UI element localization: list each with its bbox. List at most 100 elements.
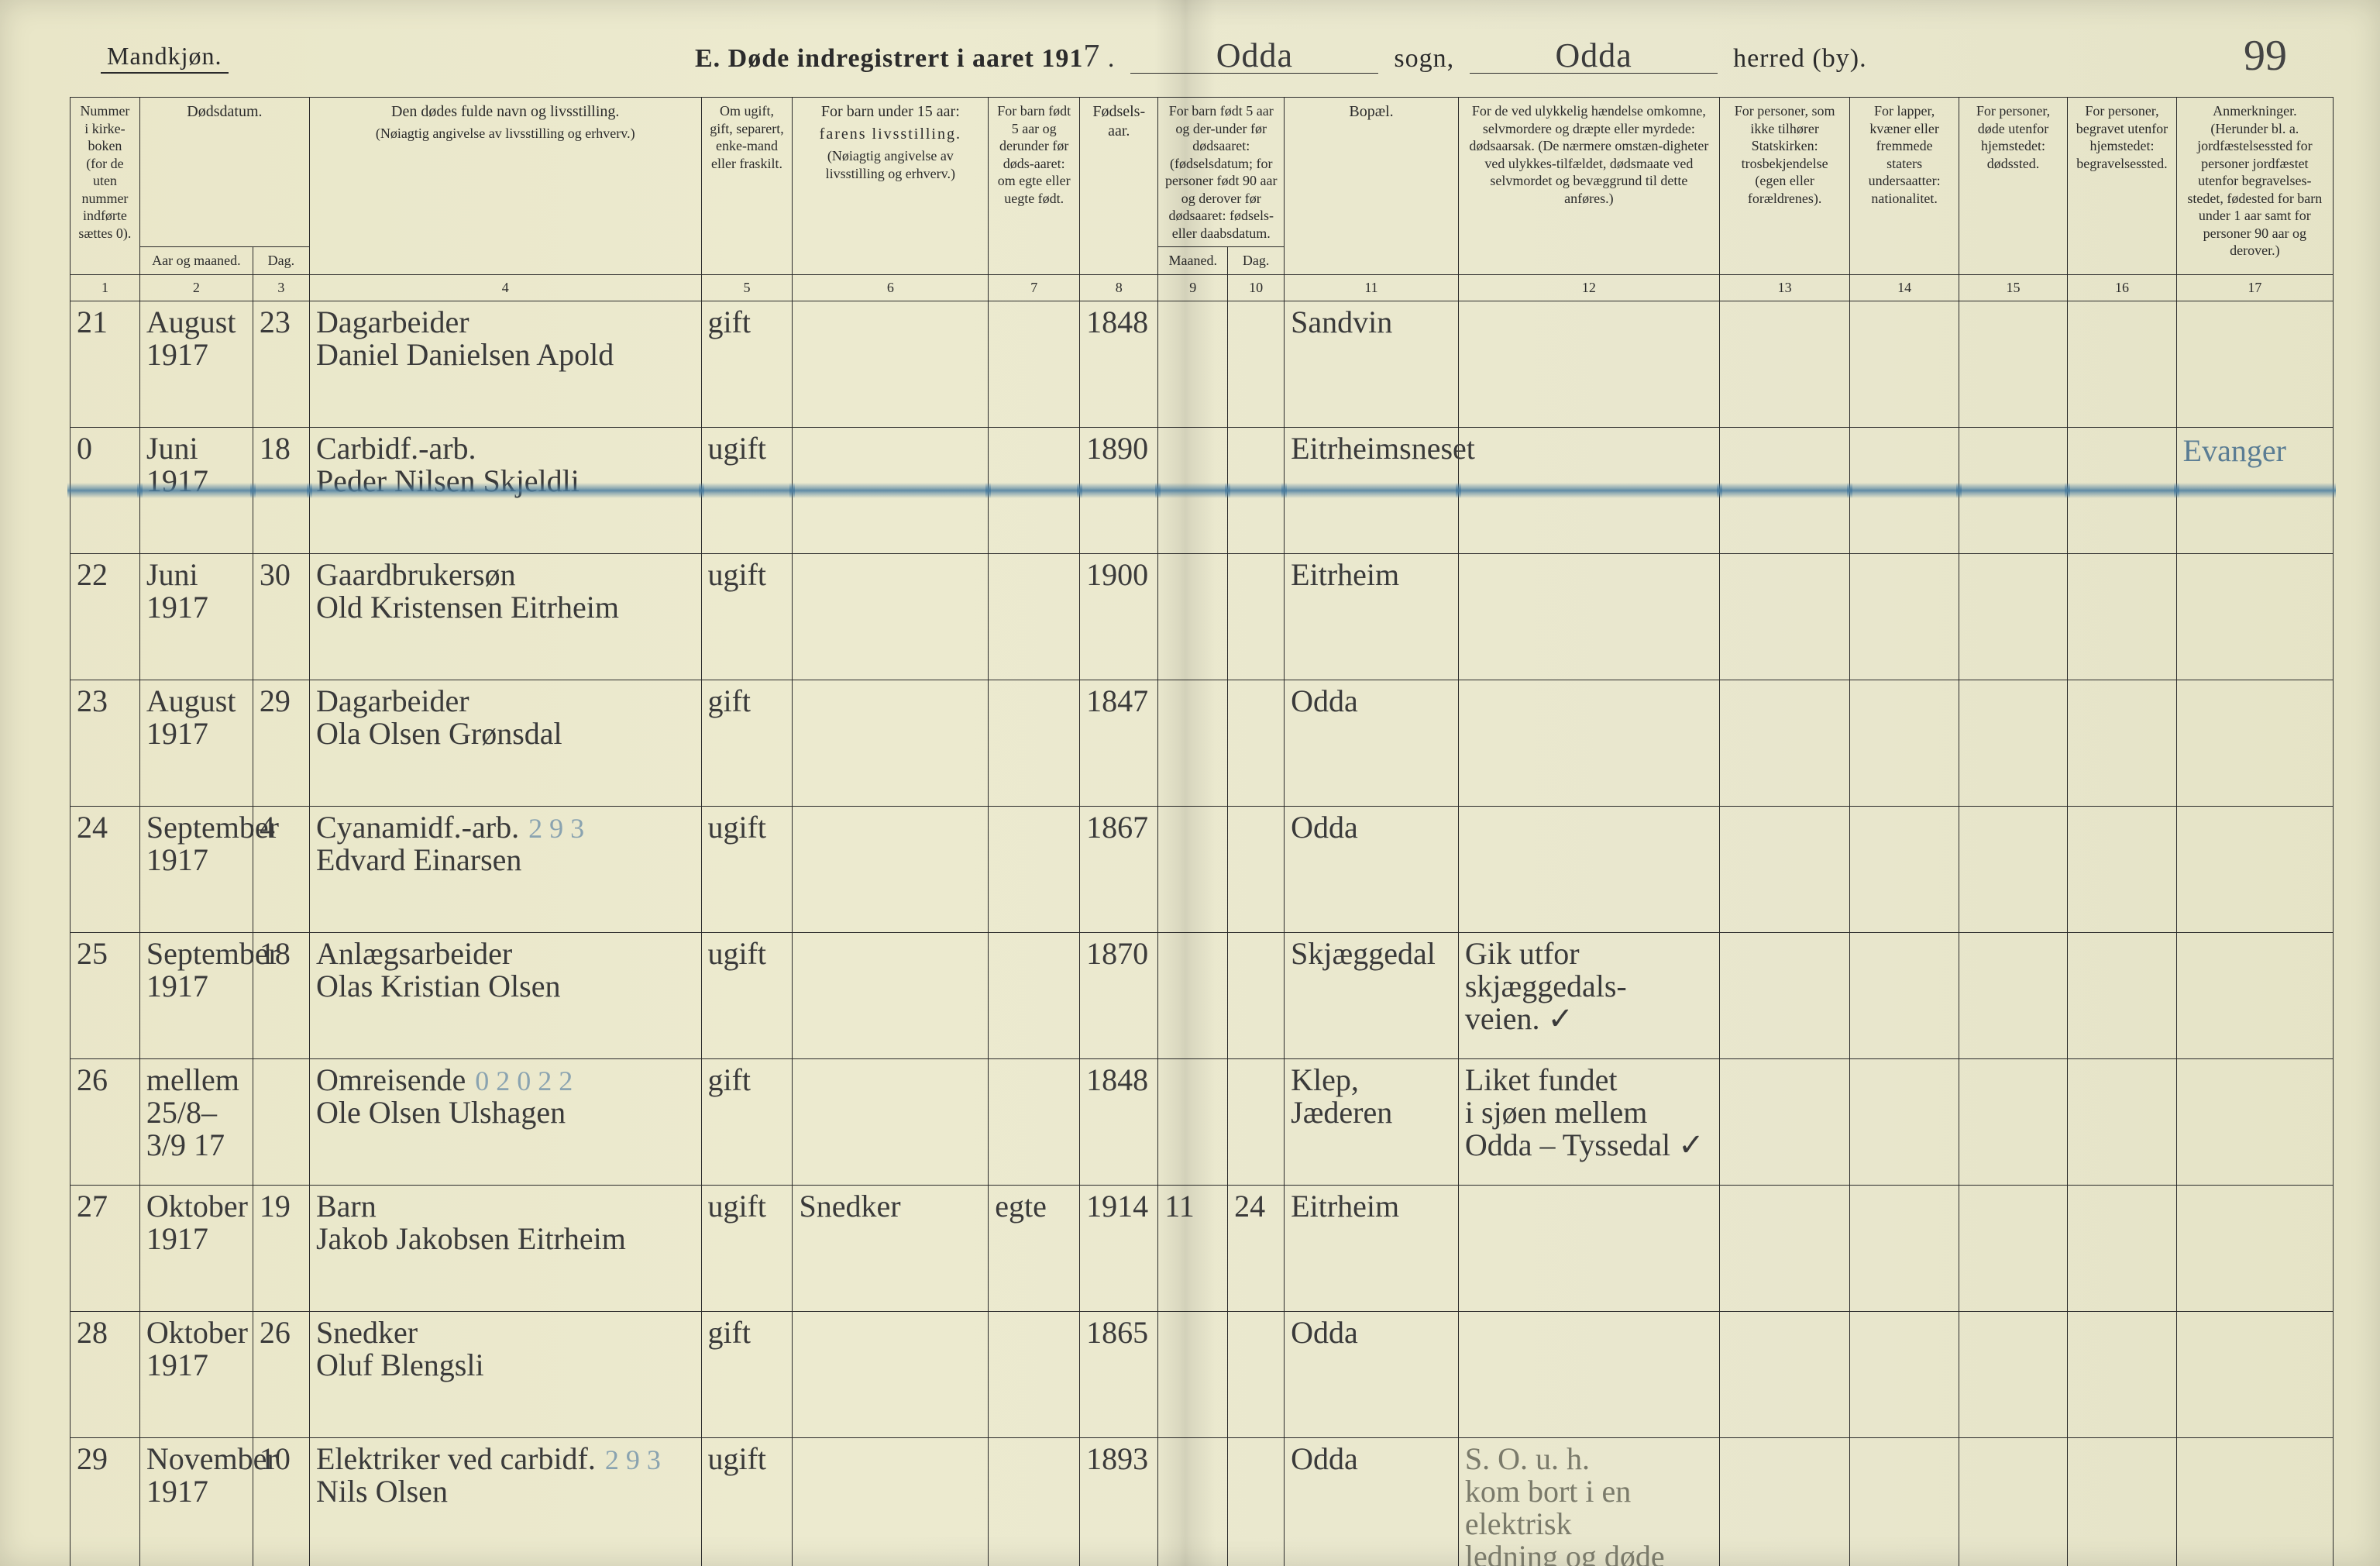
empty-cell [1719, 806, 1850, 932]
birth-day [1228, 680, 1285, 806]
birth-day-value: 24 [1234, 1189, 1265, 1224]
parent-occupation [793, 806, 989, 932]
death-day-value: 29 [260, 683, 291, 718]
name-annotation: 2 9 3 [605, 1444, 661, 1475]
marital-status-value: ugift [708, 810, 767, 845]
entry-number-value: 22 [77, 557, 108, 592]
death-day: 4 [253, 806, 309, 932]
empty-cell [1850, 1058, 1959, 1185]
death-day-value: 4 [260, 810, 275, 845]
birth-year-value: 1847 [1086, 683, 1148, 718]
col-15-head: For personer, døde utenfor hjemstedet: d… [1959, 98, 2067, 275]
death-month-year: November 1917 [139, 1437, 253, 1566]
column-number: 9 [1158, 274, 1228, 301]
col-13-head: For personer, som ikke tilhører Statskir… [1719, 98, 1850, 275]
empty-cell [2068, 427, 2176, 553]
entry-number: 28 [71, 1311, 140, 1437]
legitimacy [989, 806, 1080, 932]
column-number: 1 [71, 274, 140, 301]
empty-cell [2068, 301, 2176, 427]
col-11-head: Bopæl. [1285, 98, 1459, 275]
entry-number: 24 [71, 806, 140, 932]
occupation-line: Snedker [316, 1316, 695, 1349]
death-month-year-value: mellem 25/8–3/9 17 [146, 1062, 239, 1162]
column-number: 14 [1850, 274, 1959, 301]
name-line: Edvard Einarsen [316, 844, 695, 876]
residence-value: Eitrheimsneset [1291, 431, 1475, 466]
death-day: 18 [253, 427, 309, 553]
name-line: Nils Olsen [316, 1475, 695, 1508]
marital-status-value: ugift [708, 557, 767, 592]
death-month-year: September 1917 [139, 932, 253, 1058]
death-month-year: September 1917 [139, 806, 253, 932]
empty-cell [1719, 1311, 1850, 1437]
col-6-head-b: farens livsstilling. [799, 125, 982, 144]
column-number: 15 [1959, 274, 2067, 301]
empty-cell [1719, 427, 1850, 553]
empty-cell [1719, 1058, 1850, 1185]
table-row: 0Juni 191718Carbidf.-arb.Peder Nilsen Sk… [71, 427, 2334, 553]
residence-value: Odda [1291, 1441, 1358, 1476]
occupation-line: Elektriker ved carbidf.2 9 3 [316, 1443, 695, 1475]
legitimacy [989, 301, 1080, 427]
empty-cell [1959, 553, 2067, 680]
marital-status-value: ugift [708, 1441, 767, 1476]
occupation-line: Barn [316, 1190, 695, 1223]
empty-cell [2068, 806, 2176, 932]
remarks-text: Evanger [2183, 433, 2286, 468]
occupation-line: Gaardbrukersøn [316, 559, 695, 591]
table-row: 22Juni 191730GaardbrukersønOld Kristense… [71, 553, 2334, 680]
marital-status-value: ugift [708, 936, 767, 971]
col-6-head-a: For barn under 15 aar: [821, 103, 960, 120]
empty-cell [1850, 1311, 1959, 1437]
column-number-row: 1234567891011121314151617 [71, 274, 2334, 301]
col-9a-head: Maaned. [1158, 247, 1228, 275]
death-cause: Liket fundet i sjøen mellem Odda – Tysse… [1458, 1058, 1719, 1185]
name-occupation: AnlægsarbeiderOlas Kristian Olsen [309, 932, 701, 1058]
col-14-head: For lapper, kvæner eller fremmede stater… [1850, 98, 1959, 275]
death-month-year-value: Juni 1917 [146, 431, 208, 498]
residence: Klep, Jæderen [1285, 1058, 1459, 1185]
table-body: 21August 191723DagarbeiderDaniel Daniels… [71, 301, 2334, 1566]
table-row: 28Oktober 191726SnedkerOluf Blengsligift… [71, 1311, 2334, 1437]
marital-status-value: gift [708, 305, 751, 339]
residence-value: Sandvin [1291, 305, 1392, 339]
death-month-year: Oktober 1917 [139, 1311, 253, 1437]
parent-occupation: Snedker [793, 1185, 989, 1311]
birth-year: 1890 [1080, 427, 1158, 553]
death-cause: S. O. u. h. kom bort i en elektrisk ledn… [1458, 1437, 1719, 1566]
birth-month [1158, 1311, 1228, 1437]
birth-month [1158, 553, 1228, 680]
occupation-line: Omreisende0 2 0 2 2 [316, 1064, 695, 1096]
marital-status-value: ugift [708, 1189, 767, 1224]
birth-month [1158, 806, 1228, 932]
birth-year-value: 1848 [1086, 305, 1148, 339]
sogn-label: sogn, [1394, 44, 1454, 73]
empty-cell [1719, 932, 1850, 1058]
empty-cell [1959, 427, 2067, 553]
entry-number-value: 28 [77, 1315, 108, 1350]
birth-day [1228, 1437, 1285, 1566]
death-day-value: 10 [260, 1441, 291, 1476]
legitimacy-value: egte [995, 1189, 1047, 1224]
entry-number: 25 [71, 932, 140, 1058]
residence-value: Skjæggedal [1291, 936, 1436, 971]
col-17-head: Anmerkninger. (Herunder bl. a. jordfæste… [2176, 98, 2333, 275]
death-cause [1458, 1311, 1719, 1437]
birth-month [1158, 932, 1228, 1058]
birth-year-value: 1870 [1086, 936, 1148, 971]
death-cause [1458, 680, 1719, 806]
column-number: 5 [701, 274, 793, 301]
death-month-year: Juni 1917 [139, 427, 253, 553]
death-month-year-value: Oktober 1917 [146, 1189, 248, 1256]
marital-status: ugift [701, 553, 793, 680]
death-day: 30 [253, 553, 309, 680]
birth-year: 1848 [1080, 1058, 1158, 1185]
entry-number-value: 26 [77, 1062, 108, 1097]
name-line: Olas Kristian Olsen [316, 970, 695, 1003]
col-4-head-b: (Nøiagtig angivelse av livsstilling og e… [316, 125, 695, 143]
name-annotation: 0 2 0 2 2 [475, 1065, 573, 1096]
marital-status: gift [701, 1311, 793, 1437]
death-month-year: mellem 25/8–3/9 17 [139, 1058, 253, 1185]
col-4-head: Den dødes fulde navn og livsstilling. (N… [309, 98, 701, 275]
